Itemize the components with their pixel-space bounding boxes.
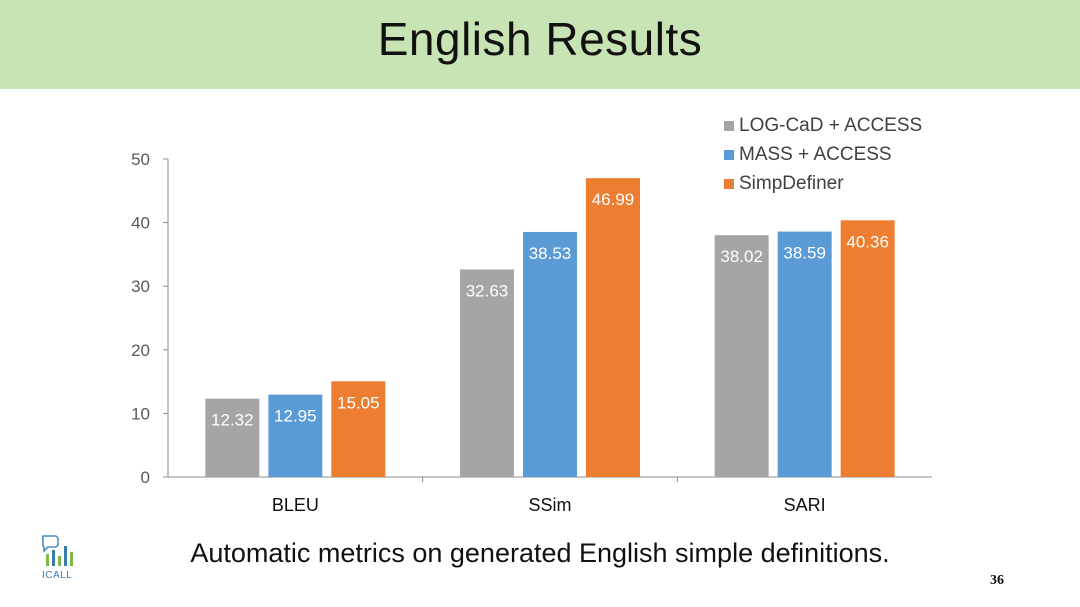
data-label: 46.99 bbox=[592, 190, 635, 209]
slide-caption: Automatic metrics on generated English s… bbox=[190, 538, 890, 568]
data-label: 38.02 bbox=[720, 247, 763, 266]
data-label: 12.32 bbox=[211, 411, 254, 430]
bar bbox=[268, 394, 323, 477]
bar bbox=[205, 398, 260, 477]
category-label: SSim bbox=[528, 495, 571, 515]
slide-number: 36 bbox=[990, 573, 1004, 588]
bar bbox=[714, 235, 769, 477]
legend-label: SimpDefiner bbox=[739, 173, 844, 194]
bar bbox=[777, 231, 832, 477]
data-label: 38.59 bbox=[783, 244, 826, 263]
y-tick-label: 30 bbox=[131, 277, 150, 296]
icall-logo-icon bbox=[41, 535, 73, 566]
bar bbox=[460, 269, 514, 477]
y-tick-label: 0 bbox=[141, 468, 150, 487]
y-tick-label: 20 bbox=[131, 341, 150, 360]
title-banner bbox=[0, 0, 1080, 89]
logo-text: ICALL bbox=[42, 570, 73, 581]
y-tick-label: 50 bbox=[131, 150, 150, 169]
data-label: 12.95 bbox=[274, 407, 317, 426]
legend-label: LOG-CaD + ACCESS bbox=[739, 115, 922, 136]
category-label: SARI bbox=[784, 495, 826, 515]
category-label: BLEU bbox=[272, 495, 319, 515]
bar bbox=[523, 231, 577, 477]
bar bbox=[840, 220, 895, 477]
bar bbox=[331, 381, 386, 477]
y-tick-label: 40 bbox=[131, 214, 150, 233]
legend-label: MASS + ACCESS bbox=[739, 144, 892, 165]
bar bbox=[586, 178, 640, 477]
y-tick-label: 10 bbox=[131, 404, 150, 423]
data-label: 40.36 bbox=[846, 232, 889, 251]
slide-title: English Results bbox=[377, 13, 703, 65]
legend-swatch bbox=[724, 150, 734, 160]
legend-swatch bbox=[724, 179, 734, 189]
data-label: 15.05 bbox=[337, 393, 380, 412]
data-label: 38.53 bbox=[529, 244, 572, 263]
data-label: 32.63 bbox=[466, 281, 509, 300]
legend-swatch bbox=[724, 121, 734, 131]
